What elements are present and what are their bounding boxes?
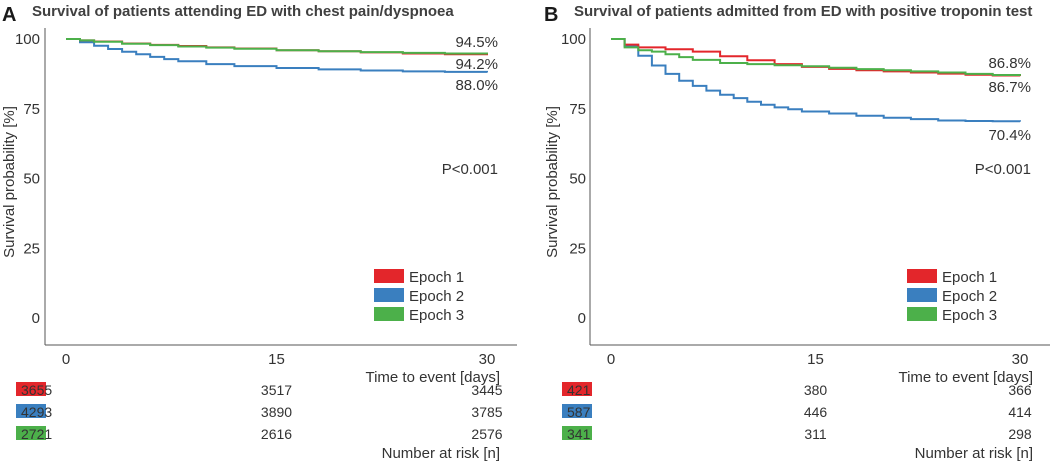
risk-value: 2721 <box>21 426 52 442</box>
legend-label: Epoch 3 <box>942 307 997 324</box>
legend-swatch <box>374 307 404 321</box>
risk-table-label: Number at risk [n] <box>915 445 1033 462</box>
end-label-epoch-1: 94.2% <box>455 56 498 73</box>
panel-letter: B <box>544 4 558 26</box>
risk-swatch <box>562 426 592 440</box>
y-tick-label: 25 <box>23 240 40 257</box>
p-value: P<0.001 <box>975 161 1031 178</box>
y-tick-label: 100 <box>15 31 40 48</box>
end-label-epoch-2: 70.4% <box>988 127 1031 144</box>
y-axis-label: Survival probability [%] <box>544 106 561 258</box>
risk-value: 414 <box>1008 404 1032 420</box>
end-label-epoch-3: 86.8% <box>988 55 1031 72</box>
y-tick-label: 75 <box>23 101 40 118</box>
legend-swatch <box>374 288 404 302</box>
series-line-epoch-3 <box>611 38 1021 76</box>
panel-a: A Survival of patients attending ED with … <box>1 3 517 462</box>
risk-value: 341 <box>567 426 591 442</box>
risk-value: 446 <box>804 404 828 420</box>
end-label-epoch-2: 88.0% <box>455 77 498 94</box>
y-tick-label: 50 <box>569 171 586 188</box>
legend-swatch <box>907 269 937 283</box>
panel-letter: A <box>2 4 16 26</box>
x-tick-label: 0 <box>607 351 615 368</box>
y-tick-label: 0 <box>32 310 40 327</box>
x-tick-label: 0 <box>62 351 70 368</box>
panel-b: B Survival of patients admitted from ED w… <box>544 3 1050 462</box>
risk-value: 3517 <box>261 382 292 398</box>
risk-swatch <box>16 382 46 396</box>
x-axis-label: Time to event [days] <box>365 369 500 386</box>
x-tick-label: 15 <box>807 351 824 368</box>
risk-value: 421 <box>567 382 591 398</box>
legend-label: Epoch 2 <box>409 288 464 305</box>
series-line-epoch-2 <box>66 38 488 73</box>
risk-value: 298 <box>1008 426 1032 442</box>
legend-label: Epoch 2 <box>942 288 997 305</box>
y-axis-label: Survival probability [%] <box>1 106 18 258</box>
series-line-epoch-1 <box>611 38 1021 77</box>
y-tick-label: 25 <box>569 240 586 257</box>
p-value: P<0.001 <box>442 161 498 178</box>
legend-label: Epoch 1 <box>409 269 464 286</box>
y-tick-label: 50 <box>23 171 40 188</box>
risk-value: 2616 <box>261 426 292 442</box>
series-line-epoch-2 <box>611 38 1021 123</box>
end-label-epoch-3: 94.5% <box>455 34 498 51</box>
risk-table-label: Number at risk [n] <box>382 445 500 462</box>
risk-swatch <box>562 404 592 418</box>
risk-swatch <box>16 404 46 418</box>
legend-label: Epoch 1 <box>942 269 997 286</box>
legend-swatch <box>907 307 937 321</box>
risk-value: 587 <box>567 404 591 420</box>
risk-value: 380 <box>804 382 828 398</box>
x-axis-label: Time to event [days] <box>898 369 1033 386</box>
x-tick-label: 30 <box>1012 351 1029 368</box>
risk-value: 3785 <box>471 404 502 420</box>
risk-value: 366 <box>1008 382 1032 398</box>
y-tick-label: 75 <box>569 101 586 118</box>
risk-value: 3890 <box>261 404 292 420</box>
y-tick-label: 0 <box>578 310 586 327</box>
risk-value: 4293 <box>21 404 52 420</box>
risk-swatch <box>16 426 46 440</box>
risk-value: 3445 <box>471 382 502 398</box>
risk-value: 311 <box>804 426 827 442</box>
end-label-epoch-1: 86.7% <box>988 79 1031 96</box>
legend-swatch <box>907 288 937 302</box>
y-tick-label: 100 <box>561 31 586 48</box>
series-line-epoch-3 <box>66 38 488 55</box>
chart-title: Survival of patients admitted from ED wi… <box>574 3 1032 20</box>
risk-value: 3655 <box>21 382 52 398</box>
legend-swatch <box>374 269 404 283</box>
chart-title: Survival of patients attending ED with c… <box>32 3 454 20</box>
risk-swatch <box>562 382 592 396</box>
x-tick-label: 15 <box>268 351 285 368</box>
risk-value: 2576 <box>471 426 502 442</box>
x-tick-label: 30 <box>479 351 496 368</box>
legend-label: Epoch 3 <box>409 307 464 324</box>
